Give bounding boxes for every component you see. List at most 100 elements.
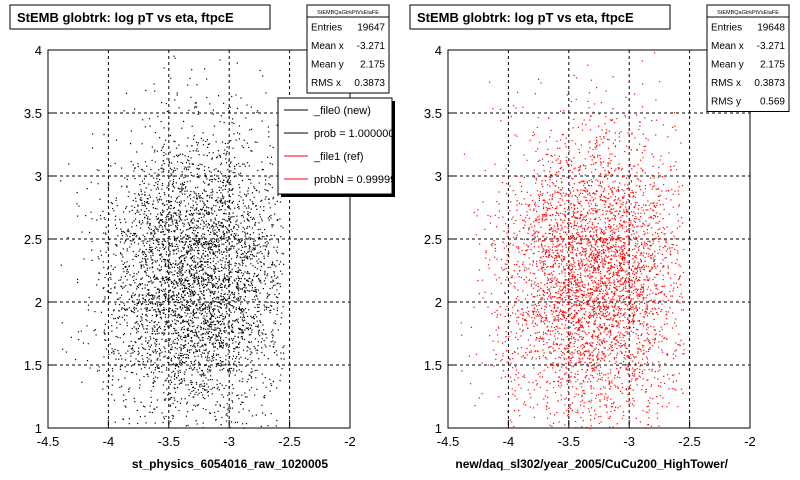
data-point: [207, 379, 209, 381]
data-point: [218, 228, 220, 231]
legend-entry-label: _file1 (ref): [313, 151, 364, 163]
data-point: [210, 208, 212, 210]
data-point: [103, 300, 105, 302]
data-point: [220, 115, 222, 117]
data-point: [220, 222, 222, 224]
data-point: [133, 279, 135, 281]
data-point: [108, 184, 110, 186]
data-point: [594, 227, 596, 229]
data-point: [261, 218, 263, 220]
data-point: [213, 350, 215, 352]
data-point: [146, 309, 148, 311]
data-point: [183, 168, 185, 170]
data-point: [242, 313, 244, 315]
data-point: [232, 327, 234, 329]
data-point: [186, 292, 188, 294]
data-point: [174, 249, 176, 251]
data-point: [233, 362, 235, 364]
data-point: [162, 228, 164, 230]
data-point: [184, 336, 186, 339]
data-point: [630, 222, 632, 224]
data-point: [168, 300, 170, 302]
data-point: [238, 306, 240, 308]
data-point: [271, 281, 273, 283]
data-point: [147, 281, 149, 283]
data-point: [570, 281, 573, 283]
data-point: [566, 295, 568, 297]
data-point: [622, 315, 624, 317]
data-point: [173, 207, 175, 209]
data-point: [211, 244, 214, 246]
data-point: [159, 316, 161, 319]
data-point: [203, 236, 205, 238]
data-point: [191, 322, 193, 324]
data-point: [155, 314, 157, 316]
data-point: [179, 220, 181, 222]
data-point: [241, 246, 243, 248]
data-point: [157, 188, 159, 190]
data-point: [197, 240, 200, 242]
title-box: [409, 4, 671, 30]
data-point: [245, 237, 247, 239]
data-point: [167, 277, 169, 279]
data-point: [240, 215, 243, 217]
data-point: [179, 346, 181, 348]
data-point: [579, 329, 581, 331]
data-point: [122, 334, 125, 336]
data-point: [256, 252, 258, 254]
data-point: [209, 324, 211, 326]
data-point: [207, 371, 209, 373]
data-point: [615, 320, 617, 322]
data-point: [217, 261, 219, 263]
data-point: [215, 141, 217, 143]
data-point: [169, 180, 171, 182]
data-point: [151, 307, 153, 309]
data-point: [561, 272, 563, 274]
data-point: [485, 251, 487, 254]
data-point: [524, 318, 526, 320]
data-point: [121, 307, 123, 309]
data-point: [151, 259, 153, 261]
data-point: [257, 349, 259, 351]
data-point: [130, 340, 132, 343]
data-point: [188, 227, 191, 230]
data-point: [213, 272, 216, 274]
data-point: [196, 369, 198, 371]
data-point: [210, 322, 212, 324]
data-point: [219, 59, 221, 61]
data-point: [218, 95, 220, 97]
data-point: [199, 287, 201, 290]
data-point: [235, 94, 237, 96]
data-point: [102, 388, 104, 390]
data-point: [232, 401, 234, 403]
data-point: [196, 350, 198, 352]
data-point: [227, 240, 229, 242]
data-point: [191, 222, 193, 224]
data-point: [493, 240, 495, 242]
data-point: [544, 245, 546, 247]
data-point: [211, 357, 213, 359]
data-point: [220, 364, 222, 366]
data-point: [238, 369, 240, 371]
data-point: [142, 297, 144, 299]
data-point: [192, 229, 194, 231]
data-point: [203, 287, 205, 289]
data-point: [224, 298, 227, 300]
data-point: [132, 311, 134, 313]
data-point: [232, 387, 234, 390]
data-point: [204, 242, 206, 244]
data-point: [218, 240, 220, 242]
data-point: [202, 278, 204, 280]
data-point: [247, 251, 250, 253]
stats-value: 2.175: [360, 60, 385, 71]
data-point: [141, 202, 143, 204]
data-point: [191, 325, 193, 328]
y-tick-label: 1: [35, 421, 42, 436]
data-point: [494, 244, 496, 246]
data-point: [149, 223, 151, 225]
data-point: [195, 102, 197, 104]
data-point: [131, 209, 133, 211]
data-point: [116, 327, 118, 329]
data-point: [192, 207, 194, 209]
data-point: [244, 396, 247, 398]
